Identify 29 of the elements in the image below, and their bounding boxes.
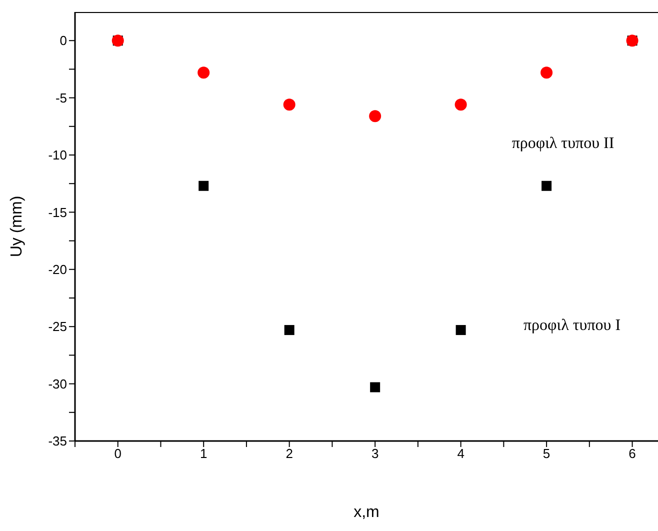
y-axis-title: Uy (mm) xyxy=(8,196,26,258)
x-tick-label: 2 xyxy=(286,446,293,462)
x-tick-label: 6 xyxy=(628,446,636,462)
y-tick-label: -5 xyxy=(55,90,67,106)
annotation: προφιλ τυπου II xyxy=(512,135,614,153)
point xyxy=(284,325,294,336)
y-tick-label: -15 xyxy=(48,204,67,220)
point xyxy=(542,180,552,191)
point xyxy=(283,98,296,111)
y-tick-label: -20 xyxy=(48,262,67,278)
point xyxy=(454,98,467,111)
x-axis-title: x,m xyxy=(354,504,380,521)
x-tick-label: 0 xyxy=(114,446,122,462)
point xyxy=(369,110,382,122)
point xyxy=(370,382,380,392)
x-tick-label: 5 xyxy=(542,446,550,462)
y-tick-label: -35 xyxy=(48,434,67,449)
annotation: προφιλ τυπου I xyxy=(523,317,621,335)
y-tick-label: -25 xyxy=(48,319,67,334)
x-tick-label: 3 xyxy=(371,446,379,462)
y-tick-label: 0 xyxy=(60,33,67,48)
x-tick-label: 4 xyxy=(457,446,464,462)
y-tick-label: -30 xyxy=(48,376,67,392)
point xyxy=(198,180,209,191)
point xyxy=(540,66,553,79)
point xyxy=(456,325,466,336)
y-tick-label: -10 xyxy=(48,148,67,163)
point xyxy=(198,66,210,79)
x-tick-label: 1 xyxy=(200,446,208,462)
